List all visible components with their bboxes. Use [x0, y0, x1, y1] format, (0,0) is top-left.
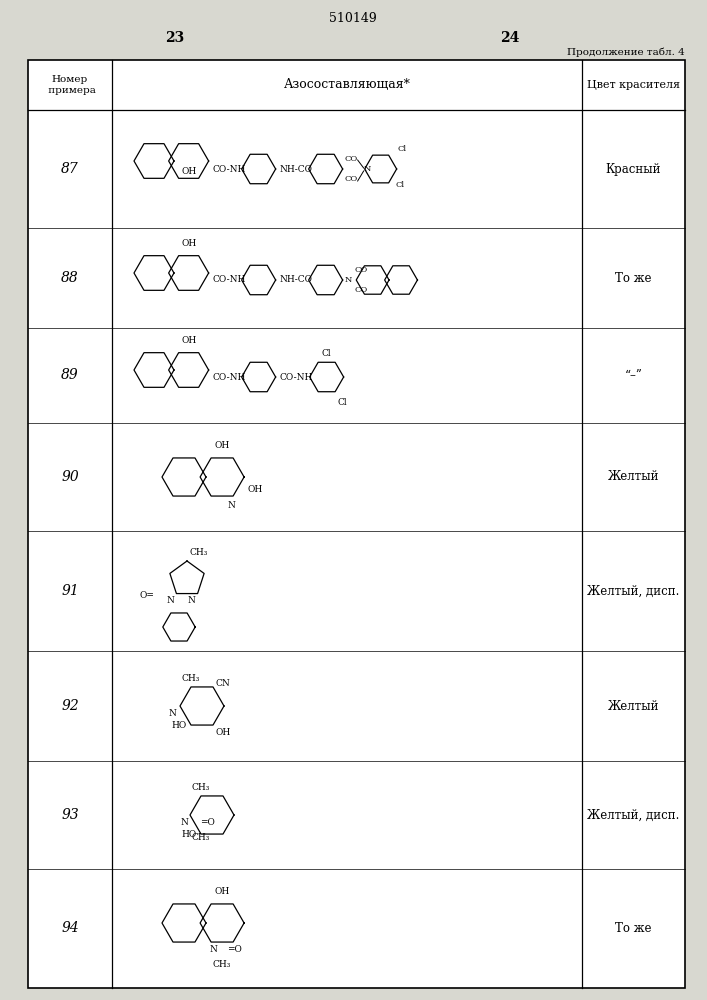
Text: CO-NH: CO-NH [280, 372, 313, 381]
Text: Cl: Cl [322, 349, 332, 358]
Text: HO: HO [182, 830, 197, 839]
Text: N: N [209, 945, 217, 954]
Text: 91: 91 [61, 584, 79, 598]
Text: То же: То же [615, 271, 652, 284]
Text: N: N [167, 596, 175, 605]
Text: Желтый: Желтый [608, 700, 659, 712]
Text: Номер
 примера: Номер примера [45, 75, 95, 95]
Text: HO: HO [172, 721, 187, 730]
Text: То же: То же [615, 922, 652, 934]
Text: OH: OH [181, 167, 197, 176]
Text: Cl: Cl [395, 181, 404, 189]
Text: CO: CO [344, 155, 358, 163]
Text: CH₃: CH₃ [213, 960, 231, 969]
Text: CO-NH: CO-NH [213, 275, 246, 284]
Text: OH: OH [181, 239, 197, 248]
Text: N: N [363, 165, 371, 173]
Text: CO: CO [355, 286, 368, 294]
Text: CO: CO [355, 266, 368, 274]
Text: 87: 87 [61, 162, 79, 176]
Text: Cl: Cl [337, 398, 346, 407]
Text: CO: CO [344, 175, 358, 183]
Text: CH₃: CH₃ [192, 783, 210, 792]
Text: =O: =O [227, 945, 242, 954]
Text: CH₃: CH₃ [182, 674, 200, 683]
Text: N: N [187, 596, 196, 605]
Text: 94: 94 [61, 921, 79, 935]
Text: 90: 90 [61, 470, 79, 484]
Text: Красный: Красный [606, 162, 661, 176]
Text: Желтый, дисп.: Желтый, дисп. [588, 808, 679, 822]
Text: Азосоставляющая*: Азосоставляющая* [284, 79, 411, 92]
Text: NH-CO: NH-CO [280, 164, 312, 174]
Text: N: N [168, 709, 176, 718]
Text: OH: OH [214, 441, 230, 450]
Text: CN: CN [216, 679, 230, 688]
Text: N: N [227, 501, 235, 510]
Text: 510149: 510149 [329, 11, 377, 24]
Text: Желтый: Желтый [608, 471, 659, 484]
Text: 24: 24 [501, 31, 520, 45]
Text: NH-CO: NH-CO [280, 275, 312, 284]
Text: N: N [344, 276, 352, 284]
Text: OH: OH [181, 336, 197, 345]
Text: Продолжение табл. 4: Продолжение табл. 4 [567, 47, 685, 57]
Text: Цвет красителя: Цвет красителя [587, 80, 680, 90]
Text: OH: OH [216, 728, 231, 737]
Text: CH₃: CH₃ [192, 833, 211, 842]
Text: CH₃: CH₃ [190, 548, 209, 557]
Text: OH: OH [214, 887, 230, 896]
Text: CO-NH: CO-NH [213, 164, 246, 174]
Text: Желтый, дисп.: Желтый, дисп. [588, 584, 679, 597]
Text: CO-NH: CO-NH [213, 372, 246, 381]
Text: “–”: “–” [624, 368, 643, 381]
Text: O=: O= [139, 591, 154, 600]
Text: Cl: Cl [397, 145, 407, 153]
Text: N: N [180, 818, 188, 827]
Text: 88: 88 [61, 271, 79, 285]
Text: 93: 93 [61, 808, 79, 822]
Text: OH: OH [247, 486, 262, 494]
Text: =O: =O [200, 818, 215, 827]
Text: 92: 92 [61, 699, 79, 713]
Text: 89: 89 [61, 368, 79, 382]
Text: 23: 23 [165, 31, 185, 45]
